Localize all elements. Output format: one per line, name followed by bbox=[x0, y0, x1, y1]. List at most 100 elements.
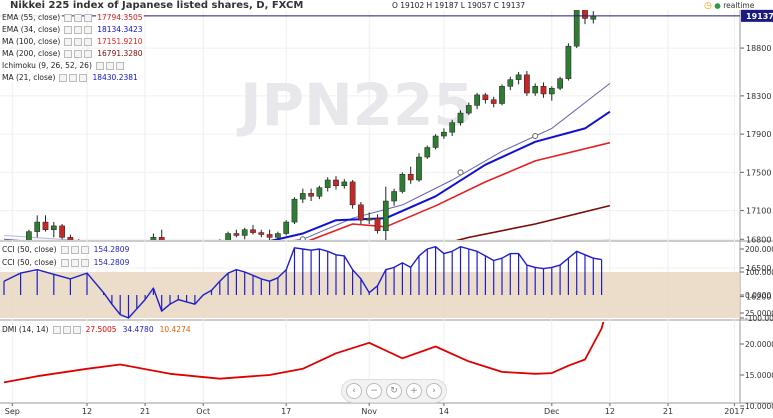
indicator-legend-row[interactable]: Ichimoku (9, 26, 52, 26) bbox=[0, 60, 124, 71]
zoom-out-icon[interactable]: − bbox=[366, 383, 382, 399]
candle bbox=[308, 188, 314, 202]
settings-icon[interactable] bbox=[62, 325, 71, 334]
scroll-right-icon[interactable]: › bbox=[426, 383, 442, 399]
candle bbox=[524, 71, 530, 96]
price-axis[interactable]: 18800 18300 17900 17500 17100 16800 16500 16200… bbox=[740, 44, 773, 411]
indicator-name: MA (100, close) bbox=[0, 37, 63, 46]
candle-body bbox=[573, 10, 580, 47]
settings-icon[interactable] bbox=[105, 61, 114, 70]
candle bbox=[449, 119, 456, 137]
current-price-tag bbox=[741, 9, 773, 22]
eye-icon[interactable] bbox=[64, 37, 73, 46]
candle-body bbox=[391, 191, 397, 202]
price-panel bbox=[3, 10, 611, 262]
indicator-name: EMA (55, close) bbox=[0, 13, 63, 22]
candle bbox=[299, 188, 306, 203]
eye-icon[interactable] bbox=[59, 73, 68, 82]
candle bbox=[399, 172, 406, 194]
candle bbox=[233, 229, 240, 238]
candle-body bbox=[416, 156, 422, 181]
close-icon[interactable] bbox=[80, 245, 89, 254]
close-icon[interactable] bbox=[84, 37, 93, 46]
candle-body bbox=[366, 217, 373, 221]
candle bbox=[225, 231, 231, 240]
candle bbox=[333, 176, 339, 190]
candle bbox=[465, 102, 472, 115]
indicator-value: 16791.3280 bbox=[96, 49, 144, 58]
candle bbox=[209, 247, 214, 262]
settings-icon[interactable] bbox=[74, 37, 83, 46]
candle bbox=[158, 229, 165, 240]
price-tick-label: 17900 bbox=[746, 130, 771, 139]
eye-icon[interactable] bbox=[64, 49, 73, 58]
time-tick-label: 12 bbox=[82, 407, 92, 416]
candle-body bbox=[449, 122, 456, 133]
indicator-name: CCI (50, close) bbox=[0, 258, 59, 267]
candle bbox=[258, 229, 265, 238]
status-dot-icon: ● bbox=[714, 1, 721, 10]
candle bbox=[291, 197, 298, 224]
reset-icon[interactable]: ↻ bbox=[386, 383, 402, 399]
ema34-line bbox=[270, 110, 611, 240]
candle bbox=[548, 86, 555, 101]
candle bbox=[50, 222, 57, 238]
indicator-legend-row[interactable]: MA (21, close) 18430.2381 bbox=[0, 72, 139, 83]
ma21-line bbox=[3, 83, 611, 240]
indicator-value: 154.2809 bbox=[92, 258, 131, 267]
indicator-name: CCI (50, close) bbox=[0, 245, 59, 254]
close-icon[interactable] bbox=[72, 325, 81, 334]
close-icon[interactable] bbox=[115, 61, 124, 70]
clock-icon: ◷ bbox=[704, 1, 712, 11]
cci-overbought-band bbox=[0, 272, 740, 318]
settings-icon[interactable] bbox=[74, 25, 83, 34]
close-icon[interactable] bbox=[80, 258, 89, 267]
settings-icon[interactable] bbox=[70, 258, 79, 267]
candle-body bbox=[158, 237, 165, 240]
indicator-legend-row[interactable]: MA (200, close) 16791.3280 bbox=[0, 48, 144, 59]
zoom-in-icon[interactable]: + bbox=[406, 383, 422, 399]
candle bbox=[34, 215, 41, 238]
indicator-legend-row[interactable]: EMA (34, close) 18134.3423 bbox=[0, 24, 144, 35]
eye-icon[interactable] bbox=[64, 13, 73, 22]
candle bbox=[590, 11, 597, 24]
indicator-value: 18430.2381 bbox=[91, 73, 139, 82]
eye-icon[interactable] bbox=[52, 325, 61, 334]
time-tick-label: 21 bbox=[140, 407, 150, 416]
candle bbox=[457, 110, 464, 126]
candle bbox=[366, 212, 373, 224]
indicator-legend-row[interactable]: MA (100, close) 17151.9210 bbox=[0, 36, 144, 47]
settings-icon[interactable] bbox=[74, 13, 83, 22]
candle-body bbox=[590, 15, 597, 20]
eye-icon[interactable] bbox=[64, 25, 73, 34]
candle-body bbox=[358, 204, 364, 221]
settings-icon[interactable] bbox=[70, 245, 79, 254]
settings-icon[interactable] bbox=[74, 49, 83, 58]
candle bbox=[283, 220, 290, 236]
eye-icon[interactable] bbox=[60, 245, 69, 254]
eye-icon[interactable] bbox=[95, 61, 104, 70]
candle-body bbox=[324, 179, 331, 188]
indicator-value: 17794.3505 bbox=[96, 13, 144, 22]
time-axis[interactable]: Sep 12 21 Oct 17 Nov 14 Dec 12 21 2017 bbox=[5, 403, 745, 416]
scroll-left-icon[interactable]: ‹ bbox=[346, 383, 362, 399]
candle-body bbox=[50, 225, 57, 230]
close-icon[interactable] bbox=[79, 73, 88, 82]
settings-icon[interactable] bbox=[69, 73, 78, 82]
candle-body bbox=[457, 112, 464, 123]
indicator-legend-row[interactable]: CCI (50, close) 154.2809 bbox=[0, 257, 131, 268]
candle-body bbox=[59, 225, 65, 238]
candle-body bbox=[283, 221, 290, 234]
realtime-status[interactable]: ◷ ● realtime bbox=[704, 1, 754, 11]
price-tick-label: 16500 bbox=[746, 264, 771, 273]
indicator-legend-row[interactable]: EMA (55, close) 17794.3505 bbox=[0, 12, 144, 23]
eye-icon[interactable] bbox=[60, 258, 69, 267]
indicator-legend-row[interactable]: CCI (50, close) 154.2809 bbox=[0, 244, 131, 255]
candle-body bbox=[233, 233, 240, 236]
close-icon[interactable] bbox=[84, 49, 93, 58]
close-icon[interactable] bbox=[84, 25, 93, 34]
close-icon[interactable] bbox=[84, 13, 93, 22]
candle-body bbox=[209, 249, 214, 260]
dmi-line bbox=[3, 322, 605, 384]
indicator-legend-row[interactable]: DMI (14, 14) 27.5005 34.4780 10.4274 bbox=[0, 324, 192, 335]
